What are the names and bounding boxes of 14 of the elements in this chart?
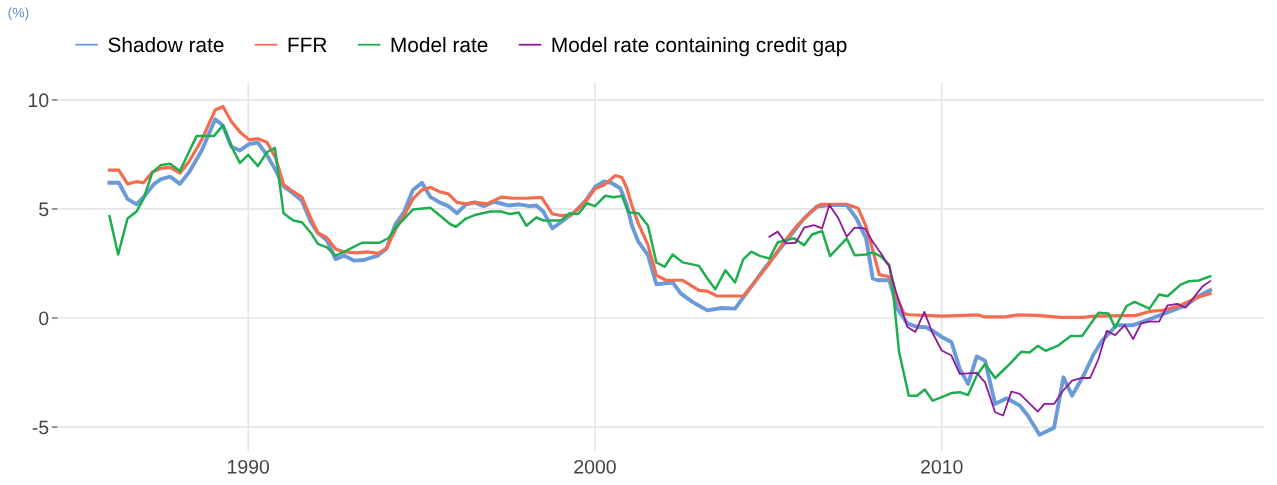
x-tick-label: 1990 [228, 459, 270, 474]
y-tick-label: 5 [39, 202, 49, 217]
x-tick-label: 2010 [921, 459, 963, 474]
legend-label: Shadow rate [108, 36, 224, 53]
legend-label: Model rate containing credit gap [552, 36, 847, 57]
x-tick-label: 2000 [574, 459, 616, 474]
legend-label: Model rate [391, 36, 488, 53]
line-series [768, 204, 1212, 417]
y-tick-label: 0 [39, 311, 49, 326]
line-series [107, 104, 1212, 319]
y-tick-label: -5 [32, 420, 49, 435]
y-tick-label: 10 [28, 93, 49, 108]
legend-label: FFR [288, 37, 327, 53]
y-axis-title: (%) [8, 7, 29, 21]
